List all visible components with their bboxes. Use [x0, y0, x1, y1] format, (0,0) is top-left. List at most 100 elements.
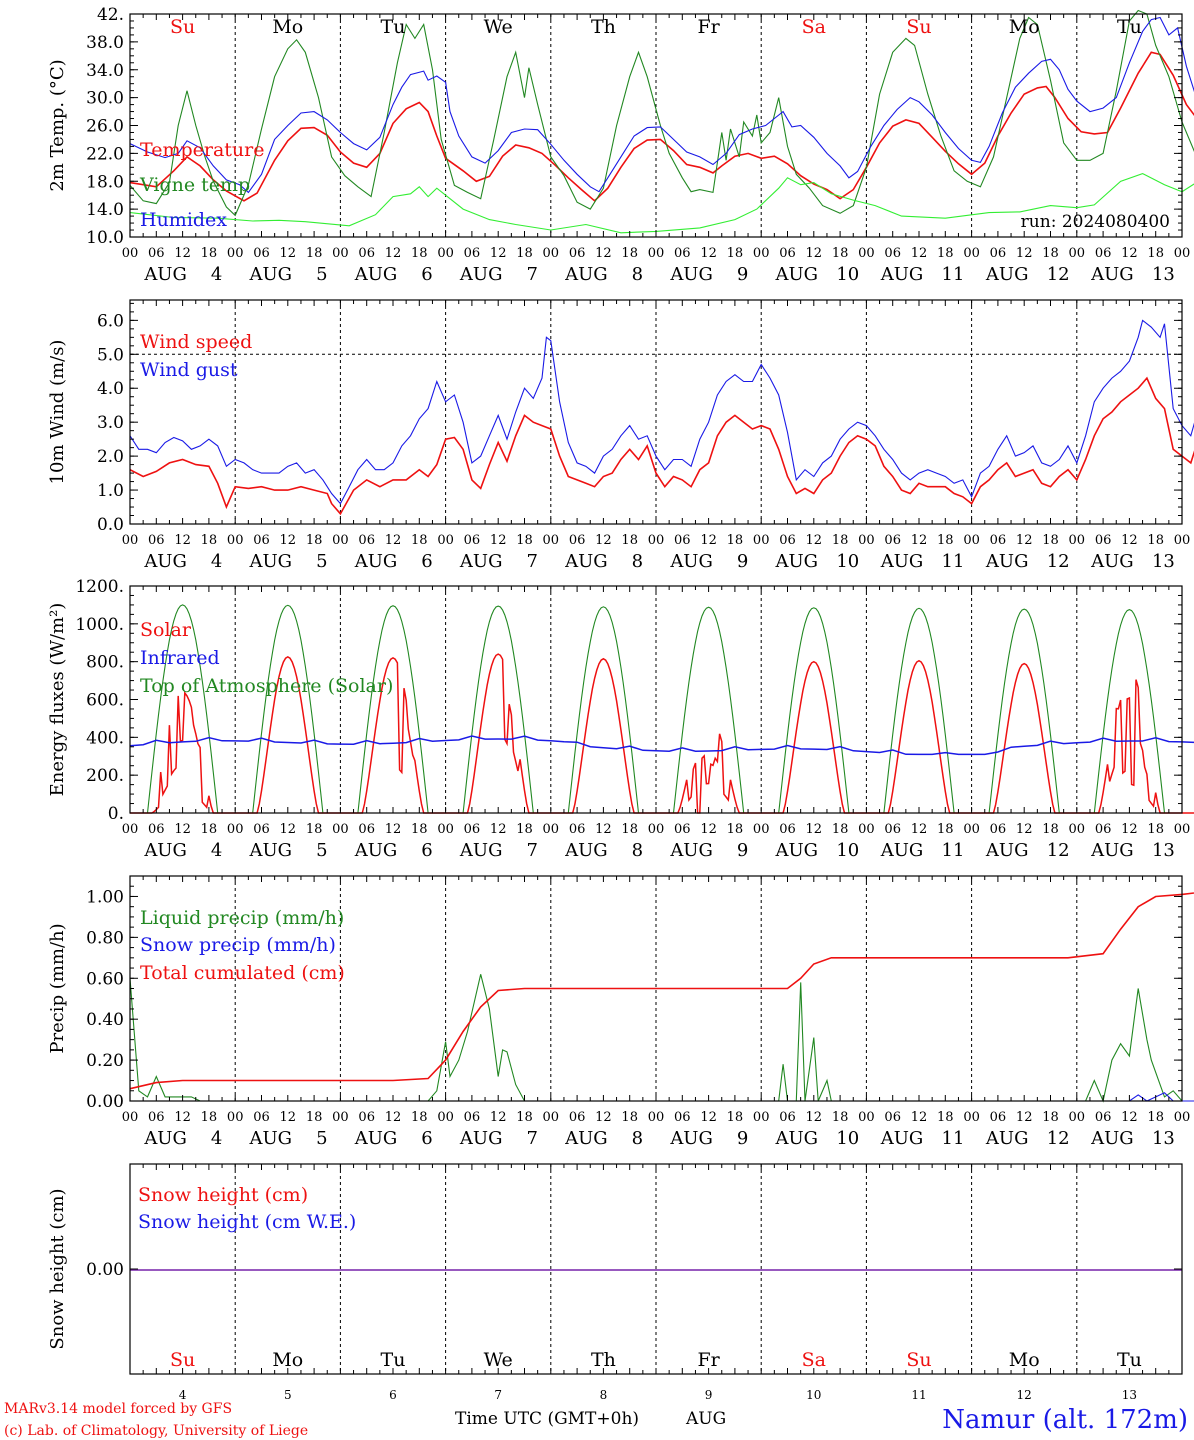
hour-tick-label: 12: [595, 1110, 612, 1125]
hour-tick-label: 18: [1147, 246, 1164, 261]
hour-tick-label: 00: [753, 1110, 770, 1125]
date-tick-label: 7: [526, 1128, 537, 1149]
legend-label: Snow height (cm): [138, 1184, 308, 1206]
weekday-label: Su: [170, 16, 195, 38]
footer-credit-text: (c) Lab. of Climatology, University of L…: [4, 1423, 308, 1439]
hour-tick-label: 00: [227, 533, 244, 548]
date-tick-label: 10: [836, 264, 859, 285]
hour-tick-label: 18: [937, 822, 954, 837]
date-label: 11: [911, 1388, 926, 1402]
hour-tick-label: 06: [569, 822, 586, 837]
y-axis-label: Snow height (cm): [47, 1188, 68, 1349]
hour-tick-label: 00: [122, 533, 139, 548]
y-axis-label: 10m Wind (m/s): [47, 340, 68, 485]
series-line: [129, 376, 1194, 516]
hour-tick-label: 12: [1121, 246, 1138, 261]
weekday-label: Tu: [1117, 1349, 1142, 1371]
hour-tick-label: 18: [1042, 822, 1059, 837]
hour-tick-label: 06: [1095, 246, 1112, 261]
legend-label: Solar: [140, 619, 192, 641]
hour-tick-label: 12: [806, 246, 823, 261]
date-tick-label: 4: [211, 840, 222, 861]
month-tick-label: AUG: [249, 840, 293, 861]
hour-tick-label: 18: [1147, 1110, 1164, 1125]
hour-tick-label: 12: [700, 822, 717, 837]
hour-tick-label: 18: [727, 246, 744, 261]
hour-tick-label: 18: [621, 1110, 638, 1125]
legend-label: Infrared: [140, 647, 220, 669]
hour-tick-label: 18: [516, 246, 533, 261]
footer-model-text: MARv3.14 model forced by GFS: [4, 1401, 232, 1417]
hour-tick-label: 06: [148, 1110, 165, 1125]
hour-tick-label: 00: [963, 246, 980, 261]
date-tick-label: 7: [526, 551, 537, 572]
hour-tick-label: 06: [884, 1110, 901, 1125]
hour-tick-label: 18: [621, 533, 638, 548]
y-axis-label: Precip (mm/h): [47, 923, 68, 1053]
hour-tick-label: 06: [884, 822, 901, 837]
month-tick-label: AUG: [249, 1128, 293, 1149]
hour-tick-label: 06: [990, 246, 1007, 261]
hour-tick-label: 12: [911, 822, 928, 837]
hour-tick-label: 06: [569, 1110, 586, 1125]
date-tick-label: 4: [211, 1128, 222, 1149]
hour-tick-label: 06: [464, 246, 481, 261]
hour-tick-label: 12: [174, 246, 191, 261]
hour-tick-label: 06: [148, 822, 165, 837]
hour-tick-label: 00: [1174, 533, 1191, 548]
hour-tick-label: 06: [779, 246, 796, 261]
weekday-label: Tu: [1117, 16, 1142, 38]
hour-tick-label: 12: [490, 1110, 507, 1125]
date-tick-label: 4: [211, 264, 222, 285]
month-tick-label: AUG: [459, 264, 503, 285]
y-tick-label: 18.0: [86, 172, 124, 192]
hour-tick-label: 00: [858, 533, 875, 548]
date-tick-label: 10: [836, 551, 859, 572]
month-tick-label: AUG: [775, 840, 819, 861]
hour-tick-label: 18: [1042, 533, 1059, 548]
date-tick-label: 5: [316, 1128, 327, 1149]
hour-tick-label: 00: [122, 822, 139, 837]
hour-tick-label: 00: [332, 246, 349, 261]
frames-layer: [129, 13, 1183, 1375]
legend-label: Humidex: [140, 209, 227, 231]
weekday-label: Fr: [697, 1349, 720, 1371]
date-tick-label: 8: [632, 551, 643, 572]
hour-tick-label: 06: [464, 822, 481, 837]
hour-tick-label: 12: [911, 1110, 928, 1125]
hour-tick-label: 00: [437, 533, 454, 548]
y-tick-label: 1200.: [75, 577, 124, 597]
hour-tick-label: 06: [358, 1110, 375, 1125]
date-tick-label: 11: [942, 551, 965, 572]
hour-tick-label: 18: [621, 246, 638, 261]
hour-tick-label: 00: [122, 1110, 139, 1125]
hour-tick-label: 00: [543, 822, 560, 837]
y-tick-label: 1000.: [75, 615, 124, 635]
hour-tick-label: 18: [201, 822, 218, 837]
hour-tick-label: 18: [1147, 822, 1164, 837]
hour-tick-label: 18: [1042, 246, 1059, 261]
hour-tick-label: 06: [1095, 822, 1112, 837]
hour-tick-label: 12: [280, 533, 297, 548]
month-tick-label: AUG: [880, 1128, 924, 1149]
series-line: [129, 892, 1194, 1090]
y-tick-label: 600.: [86, 691, 124, 711]
month-tick-label: AUG: [985, 1128, 1029, 1149]
y-tick-label: 0.20: [86, 1051, 124, 1071]
footer: MARv3.14 model forced by GFS (c) Lab. of…: [4, 1401, 1188, 1439]
y-tick-label: 30.0: [86, 89, 124, 109]
y-tick-label: 3.0: [97, 413, 124, 433]
hour-tick-label: 06: [990, 1110, 1007, 1125]
month-tick-label: AUG: [669, 1128, 713, 1149]
hour-tick-label: 06: [674, 533, 691, 548]
hour-tick-label: 00: [227, 246, 244, 261]
hour-tick-label: 06: [1095, 1110, 1112, 1125]
hour-tick-label: 12: [595, 533, 612, 548]
y-tick-label: 400.: [86, 728, 124, 748]
hour-tick-label: 00: [227, 822, 244, 837]
month-tick-label: AUG: [459, 551, 503, 572]
hour-tick-label: 00: [1174, 1110, 1191, 1125]
series-line: [129, 735, 1194, 756]
hour-tick-label: 00: [122, 246, 139, 261]
hour-tick-label: 12: [595, 822, 612, 837]
